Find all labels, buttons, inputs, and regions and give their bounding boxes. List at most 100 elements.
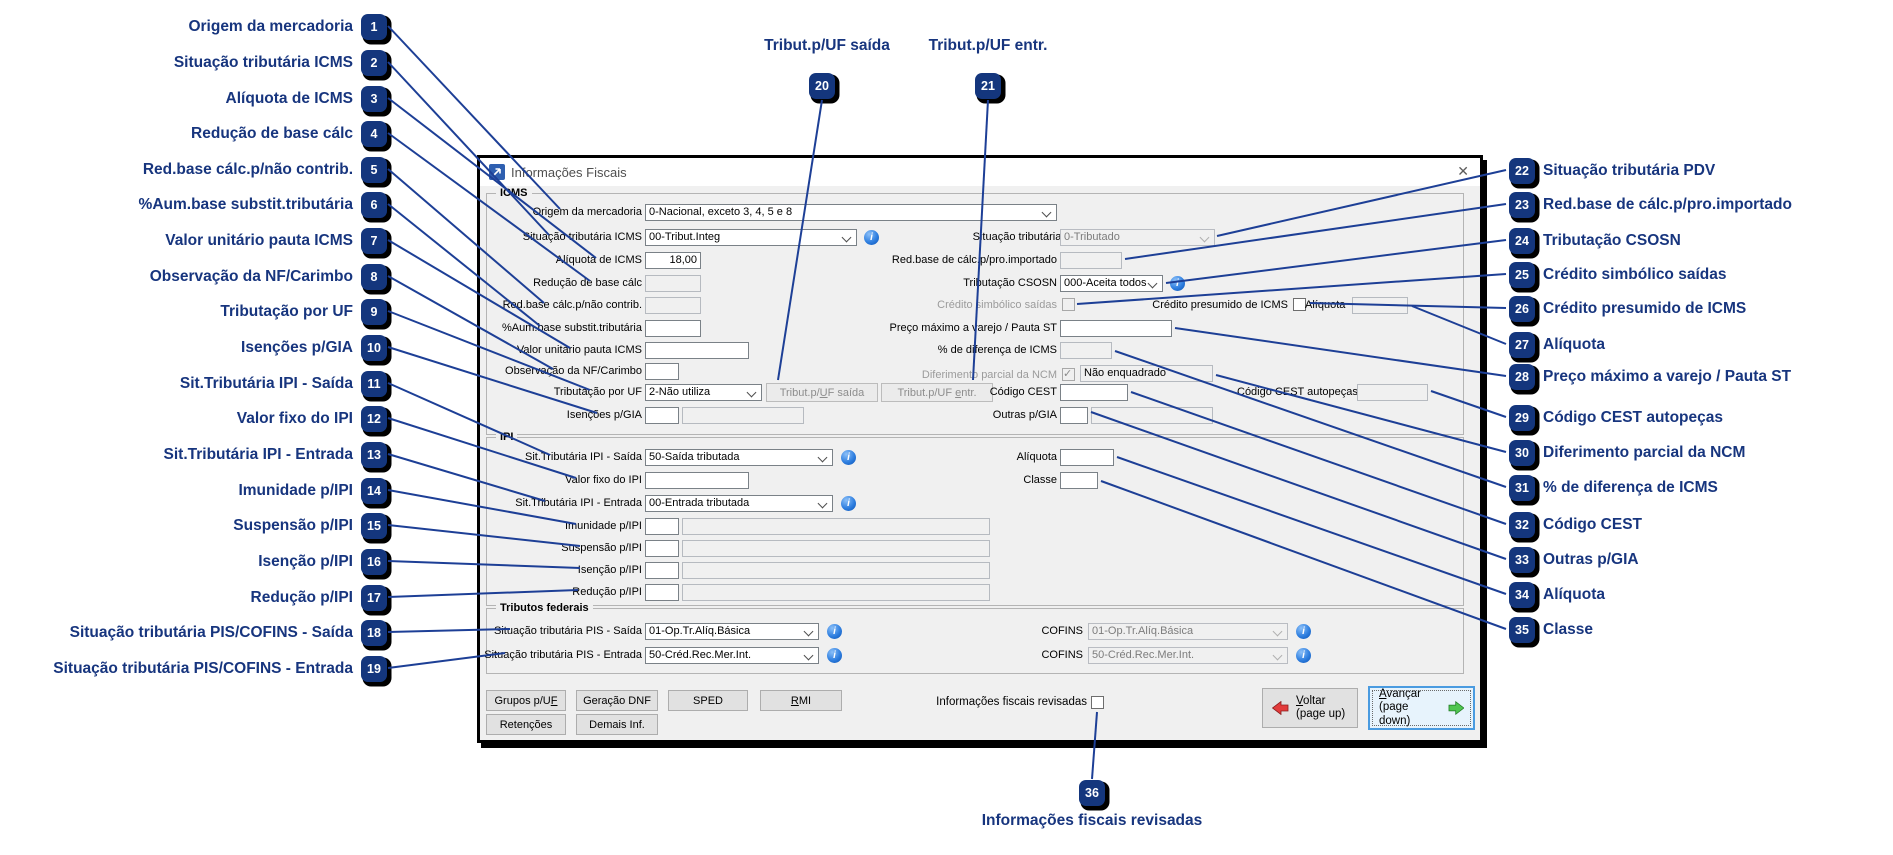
retencoes-button[interactable]: Retenções: [486, 714, 566, 735]
aum-subst-input[interactable]: [645, 320, 701, 337]
csosn-label: Tributação CSOSN: [963, 277, 1057, 289]
callout-24-badge: 24: [1509, 227, 1535, 254]
ipi-valor-fixo-input[interactable]: [645, 472, 749, 489]
imunidade-label: Imunidade p/IPI: [564, 520, 642, 532]
sit-tributaria-ipi-saida-select[interactable]: 50-Saída tributada: [645, 449, 833, 466]
red-base-input: [645, 275, 701, 292]
outras-gia-input[interactable]: [1060, 407, 1088, 424]
close-icon[interactable]: ✕: [1457, 163, 1469, 179]
callout-11-badge: 11: [361, 370, 387, 397]
callout-22-badge: 22: [1509, 157, 1535, 184]
obs-nf-label: Observação da NF/Carimbo: [505, 365, 642, 377]
callout-32-label: Código CEST: [1543, 515, 1643, 533]
origem-da-mercadoria-select[interactable]: 0-Nacional, exceto 3, 4, 5 e 8: [645, 204, 1057, 221]
callout-17-badge: 17: [361, 584, 387, 611]
pauta-label: Valor unitário pauta ICMS: [516, 344, 642, 356]
tributos-federais-title: Tributos federais: [496, 602, 593, 614]
callout-29: 29 Código CEST autopeças: [1509, 404, 1723, 431]
revisadas-checkbox[interactable]: [1091, 696, 1104, 709]
pauta-input[interactable]: [645, 342, 749, 359]
ipi-sit-saida-label: Sit.Tributária IPI - Saída: [525, 451, 642, 463]
sped-button[interactable]: SPED: [668, 690, 748, 711]
callout-28-label: Preço máximo a varejo / Pauta ST: [1543, 367, 1792, 385]
diferimento-checkbox: [1062, 367, 1075, 381]
aliquota-icms-input[interactable]: 18,00: [645, 252, 701, 269]
cod-cest-auto-input: [1357, 384, 1428, 401]
voltar-button[interactable]: Voltar (page up): [1262, 688, 1358, 728]
ipi-sit-entrada-value: 00-Entrada tributada: [649, 497, 750, 509]
callout-18-badge: 18: [361, 619, 387, 646]
aliquota-icms-label: Alíquota de ICMS: [555, 254, 642, 266]
ipi-classe-label: Classe: [1023, 474, 1057, 486]
callout-3-badge: 3: [361, 85, 387, 112]
ipi-classe-input[interactable]: [1060, 472, 1098, 489]
obs-nf-input[interactable]: [645, 363, 679, 380]
sit-trib-icms-label: Situação tributária ICMS: [522, 231, 642, 243]
sit-tributaria-ipi-entrada-select[interactable]: 00-Entrada tributada: [645, 495, 833, 512]
callout-23: 23 Red.base de cálc.p/pro.importado: [1509, 191, 1792, 218]
isencoes-gia-input[interactable]: [645, 407, 679, 424]
callout-22: 22 Situação tributária PDV: [1509, 157, 1715, 184]
situacao-tributaria-icms-select[interactable]: 00-Tribut.Integ: [645, 229, 857, 246]
callout-14-label: Imunidade p/IPI: [238, 481, 353, 499]
callout-33-badge: 33: [1509, 546, 1535, 573]
revisadas-label: Informações fiscais revisadas: [936, 696, 1087, 708]
preco-maximo-input[interactable]: [1060, 320, 1172, 337]
info-icon[interactable]: i: [1296, 624, 1311, 639]
callout-27-label: Alíquota: [1543, 335, 1605, 353]
info-icon[interactable]: i: [841, 496, 856, 511]
info-icon[interactable]: i: [1170, 276, 1185, 291]
tribut-p-uf-saida-button: Tribut.p/UF saída: [766, 383, 878, 402]
info-icon[interactable]: i: [841, 450, 856, 465]
info-icon[interactable]: i: [827, 648, 842, 663]
situacao-tributaria-pdv-select: 0-Tributado: [1060, 229, 1215, 246]
isencao-input[interactable]: [645, 562, 679, 579]
pis-saida-select[interactable]: 01-Op.Tr.Alíq.Básica: [645, 623, 819, 640]
tributacao-csosn-select[interactable]: 000-Aceita todos: [1060, 275, 1163, 292]
callout-34-badge: 34: [1509, 581, 1535, 608]
cod-cest-input[interactable]: [1060, 384, 1128, 401]
info-icon[interactable]: i: [864, 230, 879, 245]
grupos-p-uf-button[interactable]: Grupos p/UF: [486, 690, 566, 711]
suspensao-input[interactable]: [645, 540, 679, 557]
ipi-aliquota-input[interactable]: [1060, 449, 1114, 466]
callout-4: Redução de base cálc 4: [191, 120, 387, 147]
geracao-dnf-button[interactable]: Geração DNF: [576, 690, 658, 711]
cred-presumido-label: Crédito presumido de ICMS: [1152, 299, 1288, 311]
perc-dif-label: % de diferença de ICMS: [937, 344, 1057, 356]
avancar-button[interactable]: Avançar (page down): [1368, 686, 1475, 730]
demais-inf-button[interactable]: Demais Inf.: [576, 714, 658, 735]
diferimento-label: Diferimento parcial da NCM: [921, 369, 1057, 381]
callout-2-label: Situação tributária ICMS: [173, 53, 353, 71]
cofins-saida-select: 01-Op.Tr.Alíq.Básica: [1088, 623, 1288, 640]
callout-9: Tributação por UF 9: [220, 298, 387, 325]
origem-value: 0-Nacional, exceto 3, 4, 5 e 8: [649, 206, 793, 218]
imunidade-input[interactable]: [645, 518, 679, 535]
tributos-federais-groupbox: [486, 608, 1464, 674]
callout-17-label: Redução p/IPI: [250, 588, 354, 606]
callout-26-label: Crédito presumido de ICMS: [1543, 299, 1747, 317]
pis-entrada-select[interactable]: 50-Créd.Rec.Mer.Int.: [645, 647, 819, 664]
info-icon[interactable]: i: [1296, 648, 1311, 663]
reducao-input[interactable]: [645, 584, 679, 601]
callout-18-label: Situação tributária PIS/COFINS - Saída: [69, 623, 353, 641]
isencoes-gia-label: Isenções p/GIA: [566, 409, 642, 421]
callout-16-badge: 16: [361, 548, 387, 575]
ipi-valor-fixo-label: Valor fixo do IPI: [565, 474, 642, 486]
info-icon[interactable]: i: [827, 624, 842, 639]
dialog-titlebar[interactable]: Informações Fiscais ✕: [480, 158, 1480, 186]
rmi-button[interactable]: RMI: [760, 690, 842, 711]
callout-25-label: Crédito simbólico saídas: [1543, 265, 1727, 283]
sit-trib-icms-value: 00-Tribut.Integ: [649, 231, 721, 243]
ipi-sit-saida-value: 50-Saída tributada: [649, 451, 740, 463]
cofins-entrada-value: 50-Créd.Rec.Mer.Int.: [1092, 649, 1195, 661]
callout-7-badge: 7: [361, 227, 387, 254]
cofins-entrada-label: COFINS: [1041, 649, 1083, 661]
ipi-sit-entrada-label: Sit.Tributária IPI - Entrada: [515, 497, 642, 509]
tributacao-por-uf-select[interactable]: 2-Não utiliza: [645, 384, 762, 401]
callout-2-badge: 2: [361, 49, 387, 76]
callout-33-label: Outras p/GIA: [1543, 550, 1639, 568]
cred-simbolico-label: Crédito simbólico saídas: [937, 299, 1057, 311]
callout-8-label: Observação da NF/Carimbo: [149, 267, 353, 285]
app-icon: [489, 164, 505, 180]
